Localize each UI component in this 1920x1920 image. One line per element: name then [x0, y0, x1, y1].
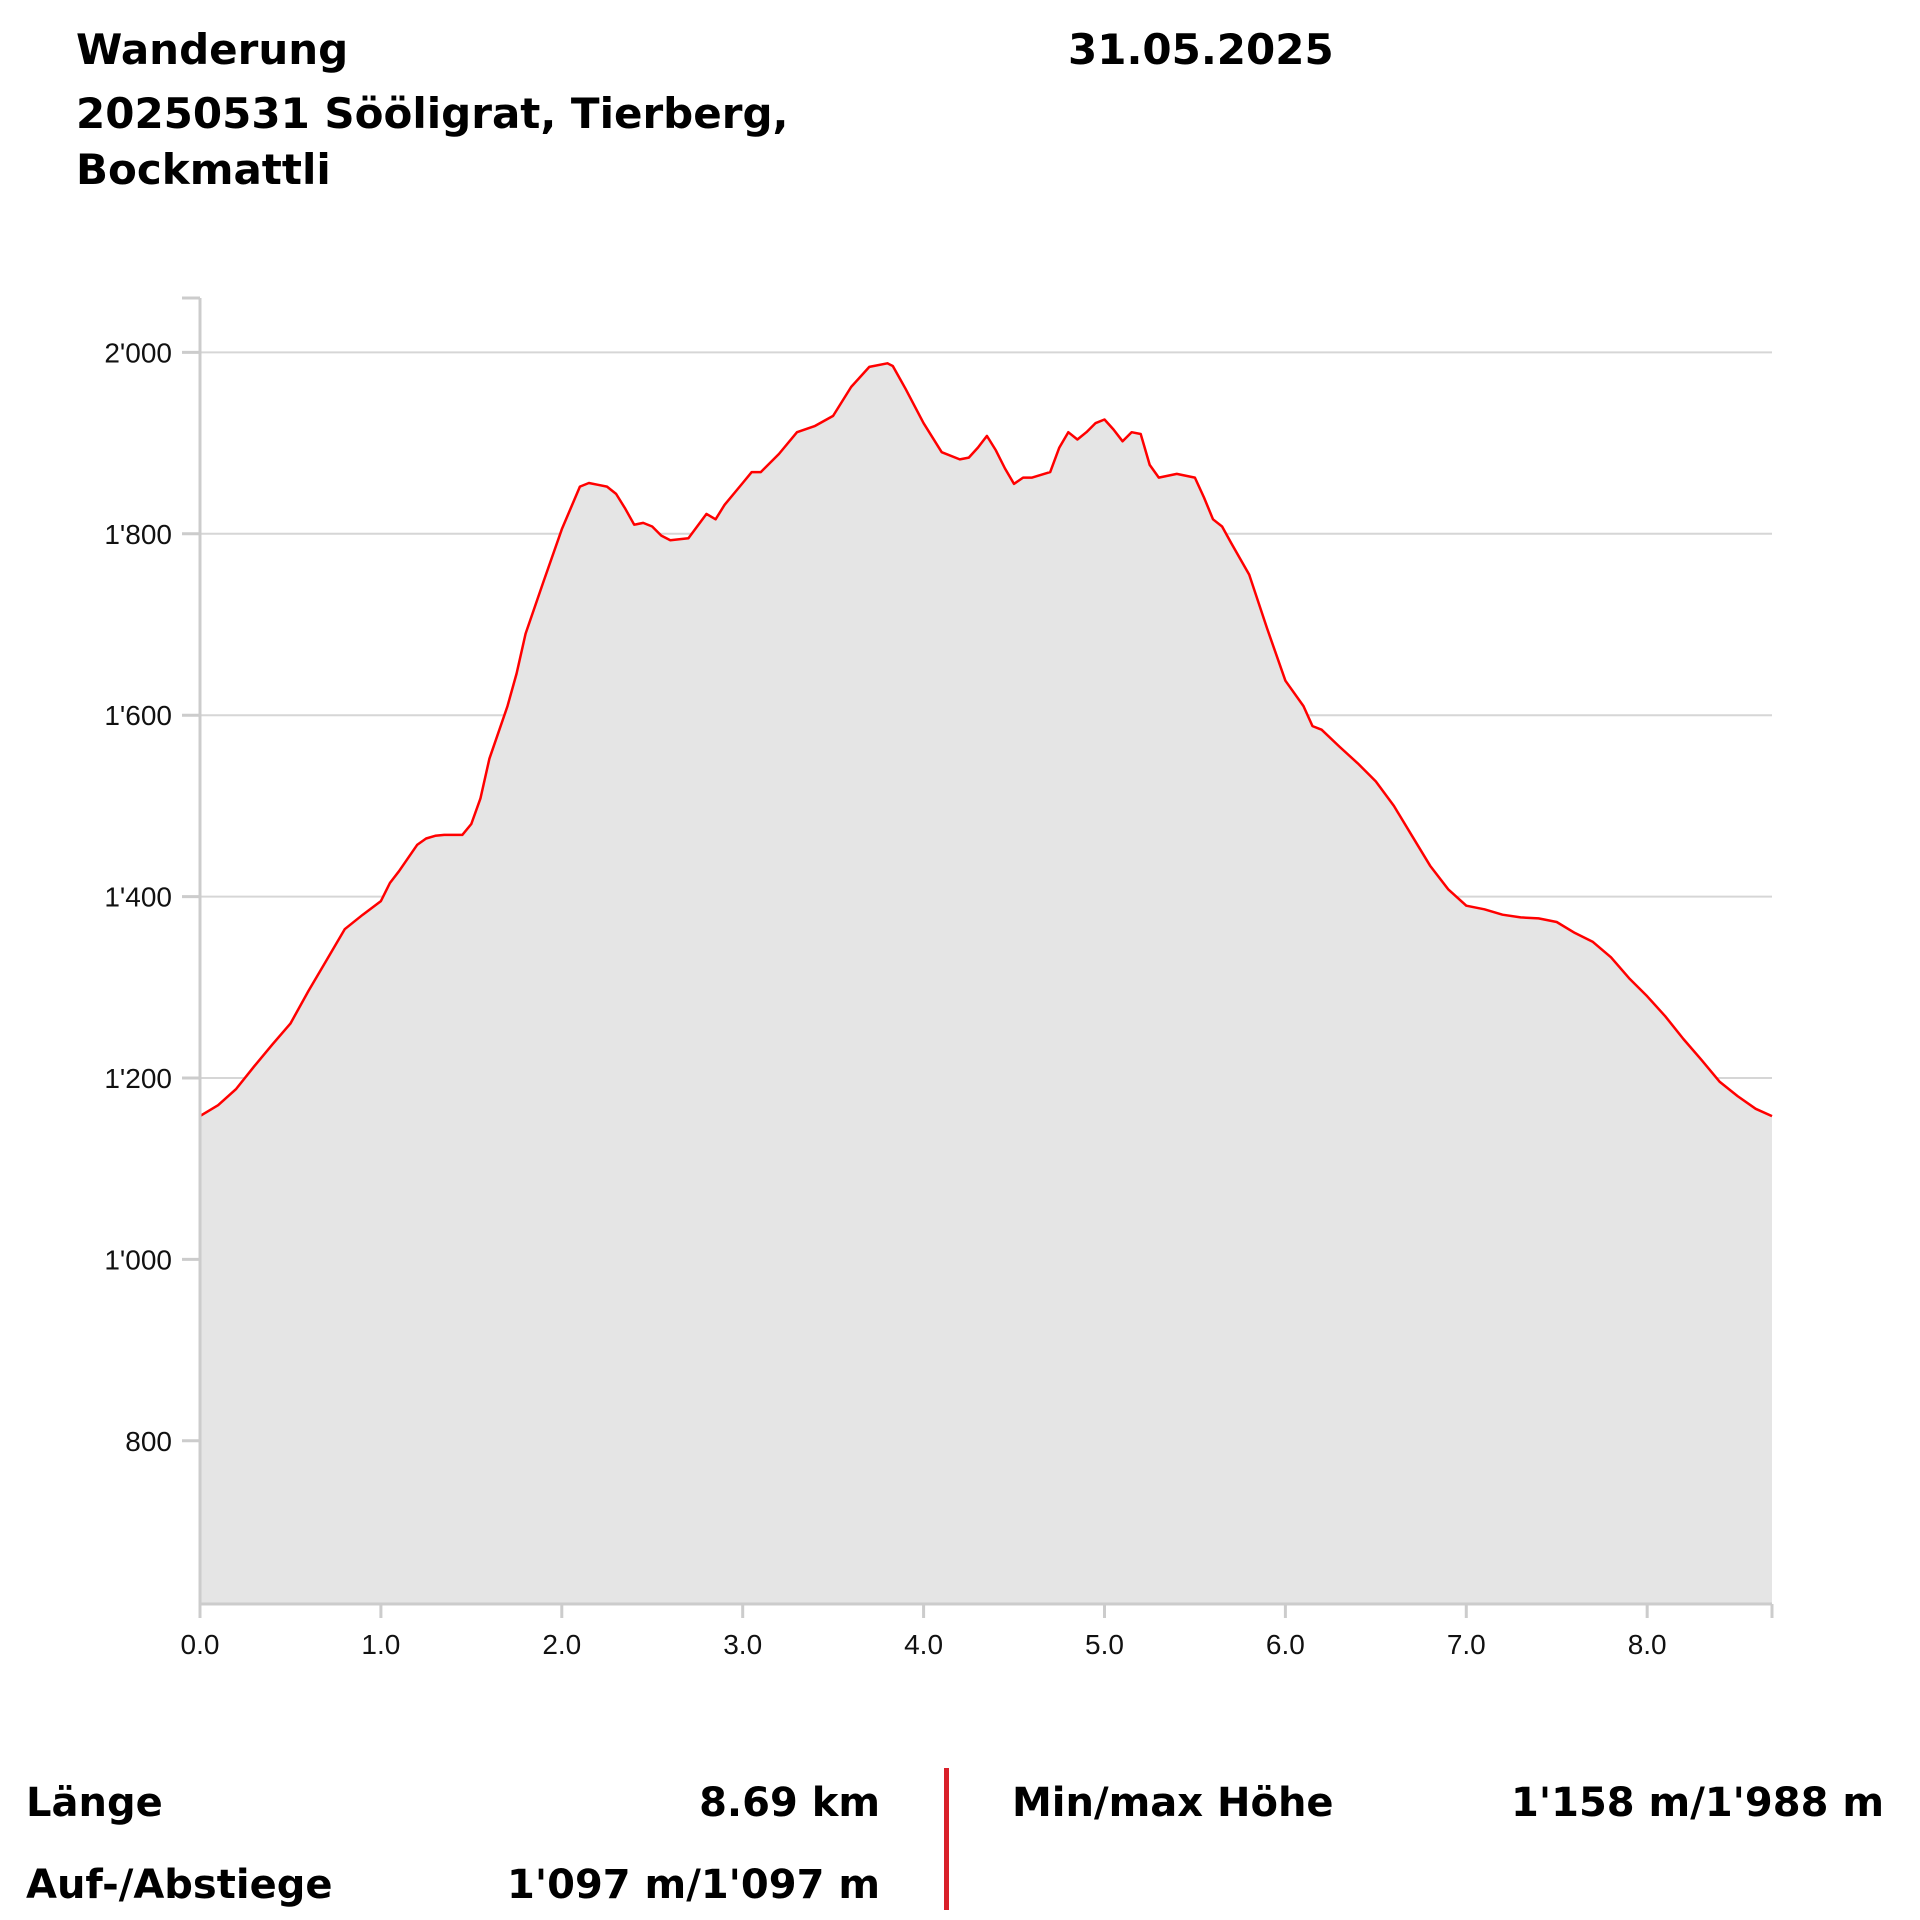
elevation-profile-chart: 800 1'000 1'200 1'400 1'600 1'800 2'000 0.0 1.0… [104, 296, 1774, 1660]
x-tick-label: 6.0 [1266, 1629, 1305, 1660]
y-tick-label: 1'400 [104, 882, 172, 913]
y-tick-label: 1'200 [104, 1063, 172, 1094]
ascent-descent-value: 1'097 m/1'097 m [507, 1862, 880, 1908]
x-tick-label: 4.0 [904, 1629, 943, 1660]
x-tick-label: 1.0 [361, 1629, 400, 1660]
x-tick-label: 5.0 [1085, 1629, 1124, 1660]
length-label: Länge [26, 1780, 163, 1826]
ascent-descent-label: Auf-/Abstiege [26, 1862, 333, 1908]
y-axis-ticks: 800 1'000 1'200 1'400 1'600 1'800 2'000 [104, 337, 200, 1457]
y-tick-label: 1'800 [104, 519, 172, 550]
x-axis-ticks: 0.0 1.0 2.0 3.0 4.0 5.0 6.0 7.0 8.0 [181, 1604, 1667, 1660]
y-tick-label: 2'000 [104, 337, 172, 368]
axes [182, 296, 1774, 1618]
min-max-height-label: Min/max Höhe [1012, 1780, 1334, 1826]
x-tick-label: 8.0 [1628, 1629, 1667, 1660]
x-tick-label: 2.0 [542, 1629, 581, 1660]
min-max-height-value: 1'158 m/1'988 m [1511, 1780, 1884, 1826]
activity-type: Wanderung [76, 25, 349, 74]
x-tick-label: 7.0 [1447, 1629, 1486, 1660]
x-tick-label: 3.0 [723, 1629, 762, 1660]
y-tick-label: 1'600 [104, 700, 172, 731]
elevation-area-fill [200, 363, 1772, 1604]
tour-date: 31.05.2025 [1068, 25, 1334, 74]
tour-title: 20250531 Sööligrat, Tierberg, Bockmattli [76, 89, 789, 194]
length-value: 8.69 km [699, 1780, 880, 1826]
stats-divider [944, 1768, 949, 1910]
x-tick-label: 0.0 [181, 1629, 220, 1660]
y-tick-label: 1'000 [104, 1244, 172, 1275]
y-tick-label: 800 [125, 1426, 172, 1457]
elevation-line [199, 362, 1773, 1118]
